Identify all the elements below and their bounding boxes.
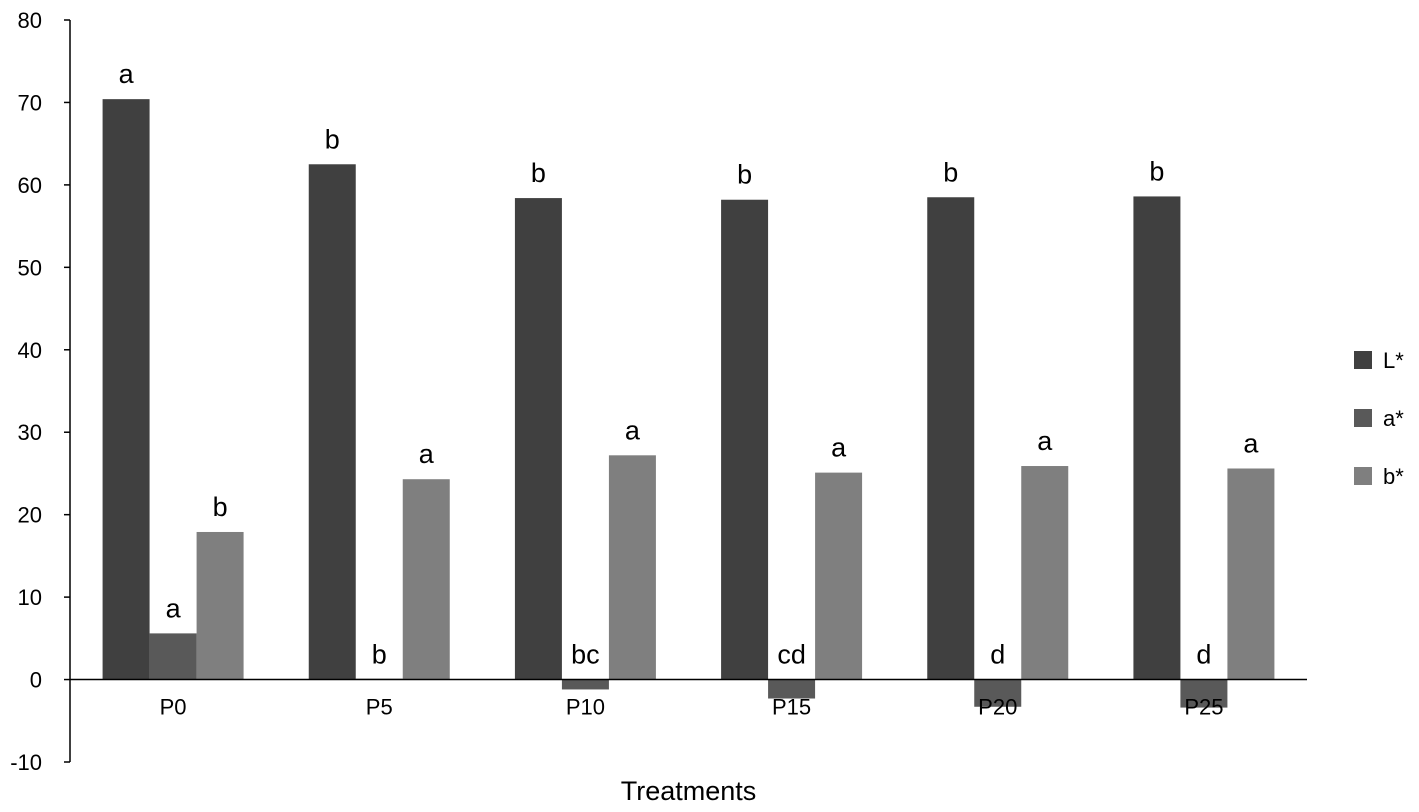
y-tick-label: 0 bbox=[30, 668, 42, 693]
bar-lstar-p5 bbox=[308, 164, 356, 680]
legend: L* a* b* bbox=[1354, 348, 1404, 489]
significance-label: cd bbox=[777, 640, 806, 670]
x-tick-label: P10 bbox=[566, 695, 605, 720]
legend-label: L* bbox=[1383, 348, 1404, 373]
y-tick-label: -10 bbox=[10, 750, 42, 775]
x-tick-label: P5 bbox=[366, 695, 393, 720]
y-tick-label: 80 bbox=[18, 8, 42, 33]
legend-swatch bbox=[1354, 409, 1372, 427]
bar-astar-p15 bbox=[768, 679, 816, 699]
significance-label: b bbox=[1149, 156, 1164, 186]
x-tick-label: P0 bbox=[160, 695, 187, 720]
significance-label: d bbox=[1196, 640, 1211, 670]
bar-astar-p20 bbox=[974, 679, 1022, 707]
bar-astar-p10 bbox=[561, 679, 609, 690]
significance-labels: a a b b b a b bc a b cd a b d a b d a bbox=[119, 59, 1260, 669]
y-tick-label: 20 bbox=[18, 503, 42, 528]
y-tick-label: 30 bbox=[18, 420, 42, 445]
legend-swatch bbox=[1354, 351, 1372, 369]
significance-label: d bbox=[990, 640, 1005, 670]
significance-label: a bbox=[166, 593, 182, 623]
significance-label: b bbox=[737, 160, 752, 190]
y-tick-label: 10 bbox=[18, 585, 42, 610]
bar-lstar-p15 bbox=[721, 199, 769, 680]
bar-lstar-p0 bbox=[102, 99, 150, 680]
y-tick-label: 60 bbox=[18, 173, 42, 198]
y-tick-label: 50 bbox=[18, 255, 42, 280]
significance-label: a bbox=[419, 439, 435, 469]
significance-label: a bbox=[1037, 426, 1053, 456]
x-tick-label: P15 bbox=[772, 695, 811, 720]
legend-label: a* bbox=[1383, 406, 1404, 431]
significance-label: a bbox=[1243, 428, 1259, 458]
bar-lstar-p20 bbox=[927, 197, 975, 680]
bar-lstar-p10 bbox=[514, 198, 562, 680]
y-axis: -10 0 10 20 30 40 50 60 70 80 bbox=[10, 8, 71, 775]
y-tick-label: 70 bbox=[18, 90, 42, 115]
significance-label: b bbox=[325, 124, 340, 154]
significance-label: a bbox=[119, 59, 135, 89]
y-tick-label: 40 bbox=[18, 338, 42, 363]
significance-label: b bbox=[943, 157, 958, 187]
significance-label: bc bbox=[571, 640, 600, 670]
significance-label: b bbox=[531, 158, 546, 188]
legend-label: b* bbox=[1383, 464, 1404, 489]
legend-swatch bbox=[1354, 467, 1372, 485]
bar-bstar-p20 bbox=[1021, 466, 1069, 680]
significance-label: a bbox=[831, 433, 847, 463]
significance-label: a bbox=[625, 415, 641, 445]
bar-lstar-p25 bbox=[1133, 196, 1181, 680]
bar-astar-p25 bbox=[1180, 679, 1228, 708]
bar-bstar-p15 bbox=[815, 472, 863, 680]
x-axis: P0 P5 P10 P15 P20 P25 bbox=[70, 678, 1307, 720]
bar-astar-p0 bbox=[149, 633, 197, 680]
x-tick-label: P25 bbox=[1184, 695, 1223, 720]
x-tick-label: P20 bbox=[978, 695, 1017, 720]
bar-bstar-p10 bbox=[608, 455, 656, 680]
significance-label: b bbox=[213, 492, 228, 522]
bar-bstar-p5 bbox=[402, 479, 450, 680]
bar-bstar-p0 bbox=[196, 531, 244, 680]
bars bbox=[102, 99, 1275, 708]
x-axis-title: Treatments bbox=[621, 776, 757, 806]
significance-label: b bbox=[372, 640, 387, 670]
bar-bstar-p25 bbox=[1227, 468, 1275, 680]
